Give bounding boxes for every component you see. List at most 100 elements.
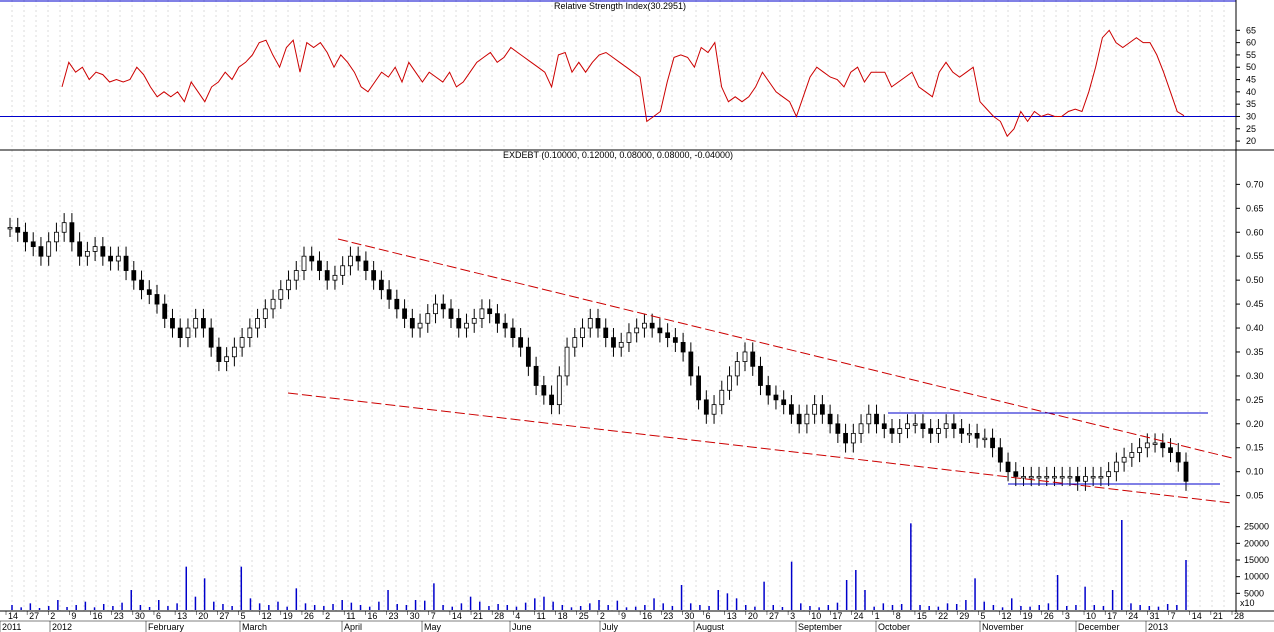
candle-body bbox=[974, 432, 980, 439]
volume-y-tick-label: 10000 bbox=[1244, 572, 1269, 582]
candle-body bbox=[286, 279, 291, 291]
candle-body bbox=[84, 251, 90, 257]
x-day-label: 3 bbox=[1065, 611, 1070, 621]
x-day-label: 24 bbox=[854, 611, 864, 621]
candle-body bbox=[603, 327, 609, 339]
candle-body bbox=[549, 394, 554, 406]
x-month-label: 2012 bbox=[52, 622, 72, 632]
candle-body bbox=[247, 327, 253, 339]
candle-body bbox=[355, 255, 361, 262]
candle-body bbox=[611, 337, 616, 348]
candle-body bbox=[781, 399, 787, 406]
candle-body bbox=[1121, 456, 1127, 463]
price-y-tick-label: 0.70 bbox=[1246, 179, 1264, 189]
x-day-label: 14 bbox=[1192, 611, 1202, 621]
candle-body bbox=[208, 327, 214, 348]
candle-body bbox=[889, 428, 895, 434]
x-day-label: 31 bbox=[1149, 611, 1159, 621]
x-month-label: February bbox=[148, 622, 185, 632]
candle-body bbox=[177, 327, 183, 339]
candle-body bbox=[518, 337, 524, 348]
x-day-label: 23 bbox=[663, 611, 673, 621]
x-day-label: 28 bbox=[494, 611, 504, 621]
x-day-label: 1 bbox=[875, 611, 880, 621]
x-day-label: 14 bbox=[8, 611, 18, 621]
candle-body bbox=[711, 404, 717, 415]
candle-body bbox=[1137, 447, 1142, 453]
rsi-y-tick-label: 35 bbox=[1246, 99, 1256, 109]
candle-body bbox=[912, 423, 918, 426]
candle-body bbox=[1005, 461, 1011, 473]
x-month-label: 2013 bbox=[1148, 622, 1168, 632]
candle-body bbox=[556, 375, 562, 406]
candle-body bbox=[897, 428, 903, 434]
candle-body bbox=[688, 351, 694, 377]
volume-bars bbox=[11, 520, 1187, 610]
candle-body bbox=[278, 289, 284, 300]
candle-body bbox=[324, 270, 330, 281]
candle-body bbox=[936, 428, 941, 434]
candle-body bbox=[905, 423, 910, 429]
candle-body bbox=[487, 308, 493, 315]
candle-body bbox=[231, 346, 237, 358]
candle-body bbox=[7, 227, 13, 230]
candle-body bbox=[850, 432, 856, 444]
x-day-label: 27 bbox=[219, 611, 229, 621]
candle-body bbox=[402, 308, 407, 319]
x-day-label: 3 bbox=[790, 611, 795, 621]
rsi-series-line bbox=[61, 29, 1185, 138]
candle-body bbox=[224, 356, 230, 362]
x-day-label: 19 bbox=[283, 611, 293, 621]
price-y-tick-label: 0.40 bbox=[1246, 323, 1264, 333]
candle-body bbox=[874, 413, 879, 425]
candle-body bbox=[510, 327, 516, 339]
candle-body bbox=[46, 241, 52, 257]
x-day-label: 16 bbox=[367, 611, 377, 621]
candle-body bbox=[758, 365, 763, 386]
candle-body bbox=[765, 385, 771, 396]
x-day-label: 16 bbox=[93, 611, 103, 621]
candle-body bbox=[100, 246, 106, 257]
x-day-label: 20 bbox=[748, 611, 758, 621]
x-month-label: May bbox=[424, 622, 442, 632]
volume-y-tick-label: 25000 bbox=[1244, 522, 1269, 532]
x-day-label: 15 bbox=[917, 611, 927, 621]
candle-body bbox=[580, 327, 585, 339]
candle-body bbox=[982, 437, 988, 441]
x-month-label: October bbox=[878, 622, 910, 632]
price-title: EXDEBT (0.10000, 0.12000, 0.08000, 0.080… bbox=[503, 150, 733, 160]
rsi-y-tick-label: 55 bbox=[1246, 50, 1256, 60]
x-day-label: 2 bbox=[325, 611, 330, 621]
x-day-label: 5 bbox=[980, 611, 985, 621]
volume-y-tick-label: 5000 bbox=[1244, 588, 1264, 598]
x-day-label: 19 bbox=[1023, 611, 1033, 621]
candle-body bbox=[239, 337, 245, 348]
candle-body bbox=[270, 298, 276, 310]
candle-body bbox=[734, 361, 740, 377]
candle-body bbox=[742, 351, 748, 362]
x-day-label: 7 bbox=[1171, 611, 1176, 621]
candle-body bbox=[30, 241, 36, 248]
candle-body bbox=[262, 308, 268, 319]
candle-body bbox=[456, 318, 462, 329]
candle-body bbox=[479, 308, 485, 319]
rsi-y-tick-label: 30 bbox=[1246, 111, 1256, 121]
candle-body bbox=[796, 413, 802, 425]
rsi-panel: Relative Strength Index(30.2951) 20 25 30 3… bbox=[0, 0, 1256, 146]
x-day-label: 13 bbox=[177, 611, 187, 621]
price-y-tick-label: 0.05 bbox=[1246, 491, 1264, 501]
x-day-label: 2 bbox=[600, 611, 605, 621]
candle-body bbox=[1075, 476, 1081, 482]
rsi-y-tick-label: 50 bbox=[1246, 62, 1256, 72]
candle-body bbox=[827, 413, 833, 425]
candle-body bbox=[533, 365, 539, 386]
candle-body bbox=[634, 327, 640, 334]
candle-body bbox=[541, 385, 547, 396]
candle-body bbox=[618, 341, 624, 348]
volume-y-tick-label: 15000 bbox=[1244, 555, 1269, 565]
candle-body bbox=[77, 241, 83, 257]
x-day-label: 20 bbox=[198, 611, 208, 621]
candle-body bbox=[835, 423, 841, 434]
x-day-label: 22 bbox=[938, 611, 948, 621]
price-y-tick-label: 0.55 bbox=[1246, 251, 1264, 261]
